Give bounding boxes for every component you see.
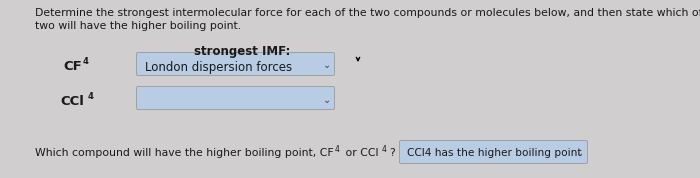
Text: 4: 4	[382, 145, 387, 154]
Text: ⌄: ⌄	[323, 60, 331, 70]
Text: Which compound will have the higher boiling point, CF: Which compound will have the higher boil…	[35, 148, 334, 158]
Text: strongest IMF:: strongest IMF:	[194, 45, 290, 58]
Text: two will have the higher boiling point.: two will have the higher boiling point.	[35, 21, 241, 31]
Text: Determine the strongest intermolecular force for each of the two compounds or mo: Determine the strongest intermolecular f…	[35, 8, 700, 18]
FancyBboxPatch shape	[136, 87, 335, 109]
Text: ⌄: ⌄	[576, 148, 584, 158]
FancyBboxPatch shape	[136, 53, 335, 75]
Text: CCl4 has the higher boiling point: CCl4 has the higher boiling point	[407, 148, 582, 158]
Text: ?: ?	[389, 148, 395, 158]
Text: 4: 4	[88, 92, 94, 101]
FancyBboxPatch shape	[400, 140, 587, 164]
Text: CCl: CCl	[60, 95, 84, 108]
Text: 4: 4	[335, 145, 340, 154]
Text: or CCl: or CCl	[342, 148, 379, 158]
Text: London dispersion forces: London dispersion forces	[145, 61, 292, 74]
Text: 4: 4	[83, 57, 89, 66]
Text: CF: CF	[63, 60, 82, 73]
Text: ⌄: ⌄	[323, 95, 331, 105]
